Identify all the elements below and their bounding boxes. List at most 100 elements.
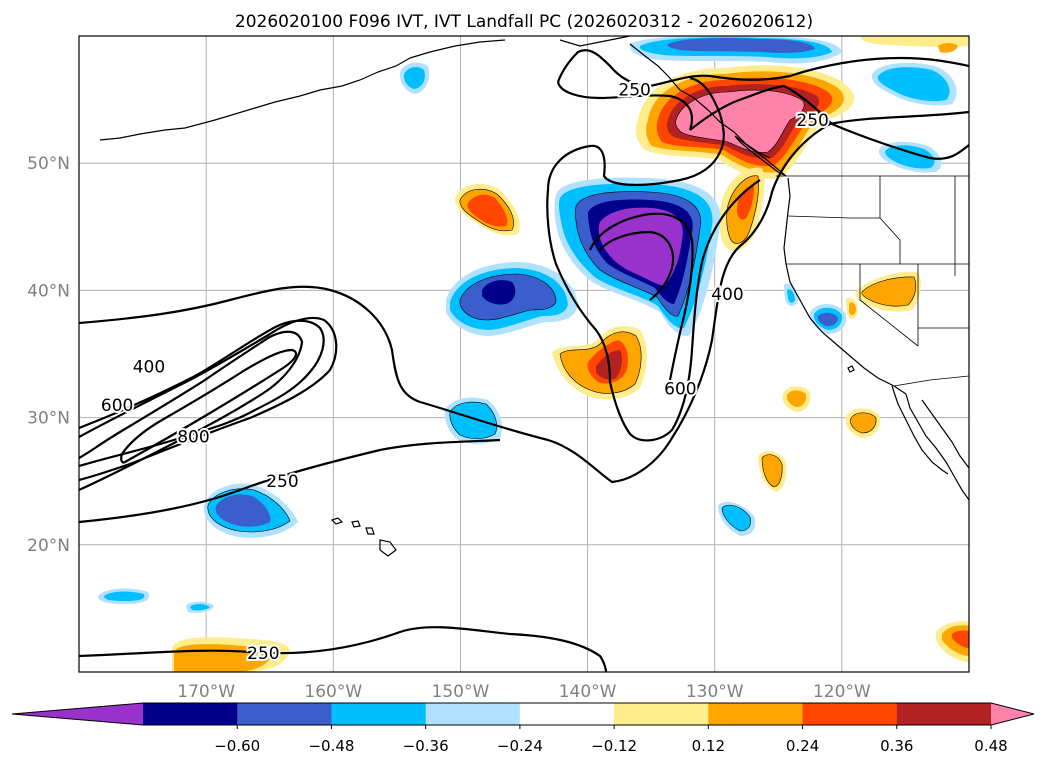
ivt-contour-600-west [79, 330, 304, 492]
pc-fill-pos-gb-2 [861, 276, 916, 307]
pc-outline-pnw [726, 175, 759, 244]
ivt-contour-label: 250 [796, 111, 828, 131]
colorbar-tick-label: 0.24 [786, 737, 819, 755]
y-axis-ticks: 20°N 30°N 40°N 50°N [27, 154, 70, 556]
ivt-contour-label-halo: 400 [711, 285, 743, 305]
coast-alaska-inlet [409, 39, 506, 59]
ivt-contour-label: 600 [664, 379, 696, 399]
coast-channel-islands [847, 365, 855, 373]
x-axis-ticks: 170°W 160°W 150°W 140°W 130°W 120°W [177, 682, 871, 702]
pc-fill-pos-nv-2 [849, 302, 856, 316]
ivt-contour-250-west-lower [79, 319, 325, 468]
colorbar-tick-label: −0.60 [214, 737, 260, 755]
colorbar-extend-low [12, 703, 143, 725]
coast-vancouver-island [734, 135, 787, 177]
pc-outline-bc [675, 89, 805, 153]
pc-outline-pos-mx [850, 412, 877, 434]
x-tick-label: 170°W [177, 682, 235, 702]
border-us-mexico [893, 375, 969, 387]
x-tick-label: 150°W [432, 682, 490, 702]
ivt-contour-600-east [588, 212, 694, 381]
colorbar-ticks: −0.60 −0.48 −0.36 −0.24 −0.12 0.12 0.24 0.36 0.4… [214, 725, 1008, 755]
x-tick-label: 160°W [304, 682, 362, 702]
x-tick-label: 130°W [686, 682, 744, 702]
pc-fill-neg-st-2 [449, 402, 497, 439]
pc-outline-neg-trop-e [721, 505, 751, 532]
ivt-contour-label-halo: 600 [101, 396, 133, 416]
pc-fill-neg-wh-3 [215, 494, 271, 527]
coastlines [99, 36, 969, 557]
pc-outline-pos-np [459, 188, 514, 232]
x-tick-label: 120°W [813, 682, 871, 702]
ivt-contour-250-east [783, 85, 969, 160]
landfall-pc-outlines [207, 89, 917, 533]
colorbar-tick-label: −0.24 [497, 737, 543, 755]
pc-fill-pos-mxc-2 [762, 454, 783, 487]
colorbar-tick-label: −0.48 [308, 737, 354, 755]
colorbar-extend-high [991, 703, 1034, 725]
colorbar-cell [331, 703, 427, 725]
colorbar: −0.60 −0.48 −0.36 −0.24 −0.12 0.12 0.24 0.36 0.4… [11, 702, 1035, 755]
colorbar-outline [11, 702, 1035, 726]
pc-outline-pos-mxc [761, 454, 783, 488]
pc-fill-neg-bc-inland-2 [885, 145, 935, 169]
coast-hawaii-3 [365, 527, 375, 535]
ivt-contour-label: 600 [101, 396, 133, 416]
pc-outline-pos-gb [861, 276, 917, 307]
ivt-contour-label-halo: 250 [796, 111, 828, 131]
ivt-contour-labels: 2502502502502502502502504004004004006006… [99, 78, 831, 665]
ivt-contour-label-halo: 250 [618, 80, 650, 100]
pc-fill-neg-trop-e-2 [722, 505, 751, 531]
pc-outline-neg-cp [459, 273, 557, 321]
ivt-contour-label-halo: 400 [133, 358, 165, 378]
border-wa-or [787, 215, 880, 219]
plot-background [79, 36, 969, 672]
pc-outline-neg-st [449, 401, 497, 439]
colorbar-cells [12, 703, 1034, 725]
colorbar-tick-label: −0.36 [403, 737, 449, 755]
ivt-contour-label: 400 [711, 285, 743, 305]
map-layer: 2502502502502502502502504004004004006006… [79, 36, 969, 672]
colorbar-cell [802, 703, 898, 725]
ivt-contour-label-halo: 600 [664, 379, 696, 399]
coast-california [785, 263, 907, 395]
ivt-contour-250-south [79, 626, 608, 672]
political-borders [776, 175, 969, 387]
ivt-contour-label-halo: 250 [247, 644, 279, 664]
ivt-contour-400-east-lower [546, 179, 761, 442]
pc-fill-pos-np-3 [467, 194, 508, 227]
coast-washington-oregon [783, 177, 791, 265]
pc-outline-pos-ep [559, 331, 642, 394]
pc-fill-neg-cp-4 [482, 280, 516, 305]
ivt-contour-800 [120, 348, 298, 464]
coast-baja-peninsula [891, 385, 949, 475]
y-tick-label: 40°N [27, 281, 70, 301]
y-tick-label: 30°N [27, 409, 70, 429]
coast-hawaii-big [379, 539, 397, 557]
ivt-contour-250-southwest [79, 438, 501, 524]
pc-fill-neg-canada-2 [877, 67, 950, 102]
coast-alaska-gulf [559, 36, 631, 47]
ivt-contour-250-bc-inner [689, 84, 785, 131]
pc-fill-pos-top-2 [938, 43, 958, 53]
pc-fill-neg-hi-2 [104, 591, 145, 601]
ivt-contour-250-loop-north [556, 81, 694, 131]
pc-fill-neg-gulf-3 [667, 38, 815, 53]
ivt-contour-400-west [79, 316, 338, 482]
coast-baja [905, 393, 969, 501]
y-tick-label: 20°N [27, 536, 70, 556]
pc-fill-pos-se-3 [952, 630, 969, 648]
chart-title: 2026020100 F096 IVT, IVT Landfall PC (20… [235, 12, 813, 32]
colorbar-tick-label: −0.12 [591, 737, 637, 755]
ivt-contour-400-east [546, 76, 725, 191]
pc-fill-pos-baja-2 [786, 390, 807, 407]
colorbar-tick-label: 0.12 [692, 737, 725, 755]
colorbar-cell [519, 703, 615, 725]
colorbar-cell [237, 703, 332, 725]
plot-frame [78, 35, 970, 673]
ivt-contour-250-main [79, 110, 969, 484]
coast-hawaii-2 [351, 520, 361, 528]
x-tick-label: 140°W [559, 682, 617, 702]
ivt-contour-label: 250 [247, 644, 279, 664]
